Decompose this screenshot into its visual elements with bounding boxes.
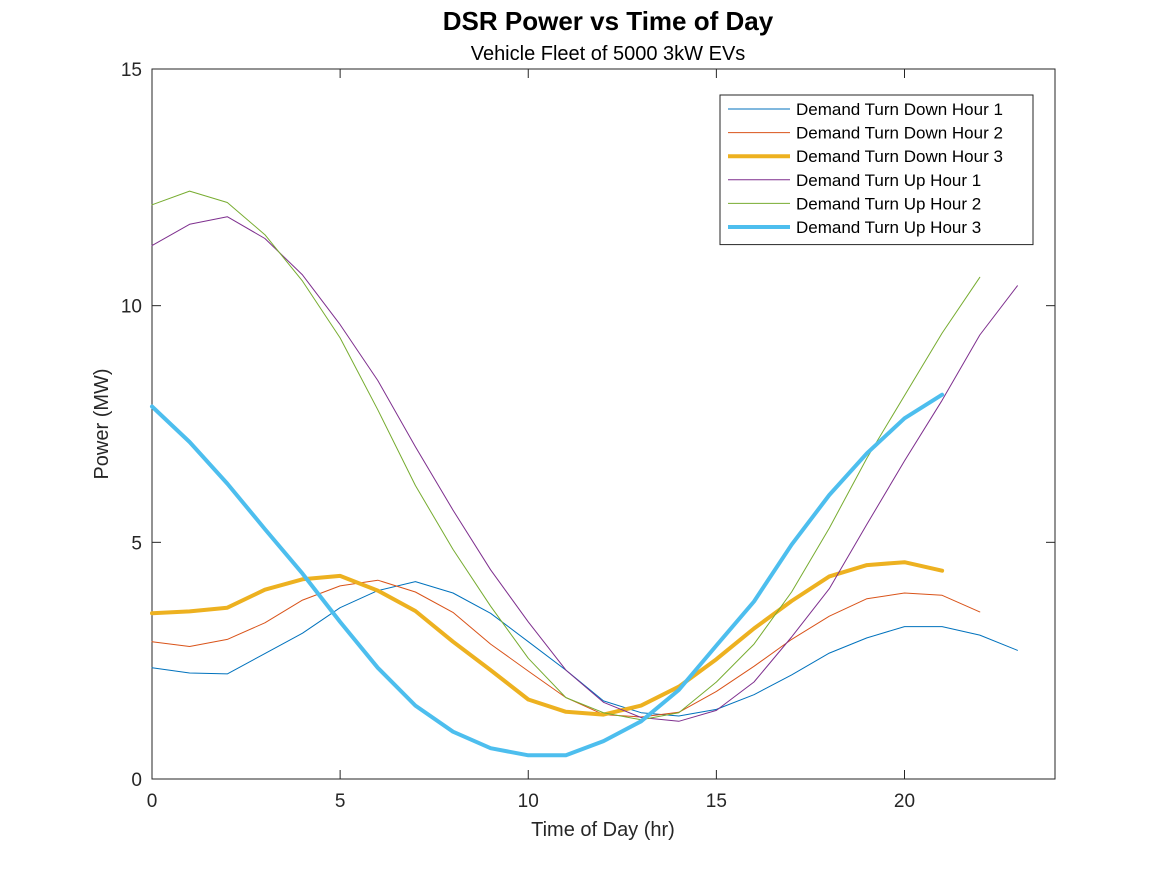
legend-label-3: Demand Turn Down Hour 3 xyxy=(796,147,1003,166)
legend-label-6: Demand Turn Up Hour 3 xyxy=(796,218,981,237)
legend-label-4: Demand Turn Up Hour 1 xyxy=(796,171,981,190)
ticks-layer: 0 5 10 15 20 0 5 10 15 xyxy=(121,60,1055,812)
y-tick-label: 10 xyxy=(121,297,142,318)
series-line-6 xyxy=(150,392,945,758)
chart-subtitle: Vehicle Fleet of 5000 3kW EVs xyxy=(471,43,746,65)
x-tick-label: 0 xyxy=(147,791,158,812)
x-tick-label: 20 xyxy=(894,791,915,812)
series-layer xyxy=(150,190,1018,758)
y-tick-label: 0 xyxy=(131,770,142,791)
x-tick-label: 15 xyxy=(706,791,727,812)
y-axis-label: Power (MW) xyxy=(91,368,113,479)
chart-title: DSR Power vs Time of Day xyxy=(443,6,774,36)
series-line-5 xyxy=(151,190,981,721)
series-line-1 xyxy=(151,581,1018,717)
legend: Demand Turn Down Hour 1 Demand Turn Down … xyxy=(719,94,1034,246)
x-tick-label: 10 xyxy=(518,791,539,812)
legend-label-5: Demand Turn Up Hour 2 xyxy=(796,194,981,213)
y-tick-label: 15 xyxy=(121,60,142,81)
series-line-4 xyxy=(151,216,1018,722)
x-axis-label: Time of Day (hr) xyxy=(531,819,675,841)
y-tick-label: 5 xyxy=(131,533,142,554)
x-tick-label: 5 xyxy=(335,791,346,812)
series-line-3 xyxy=(150,560,945,717)
legend-label-1: Demand Turn Down Hour 1 xyxy=(796,100,1003,119)
legend-label-2: Demand Turn Down Hour 2 xyxy=(796,124,1003,143)
legend-box xyxy=(719,94,1034,246)
